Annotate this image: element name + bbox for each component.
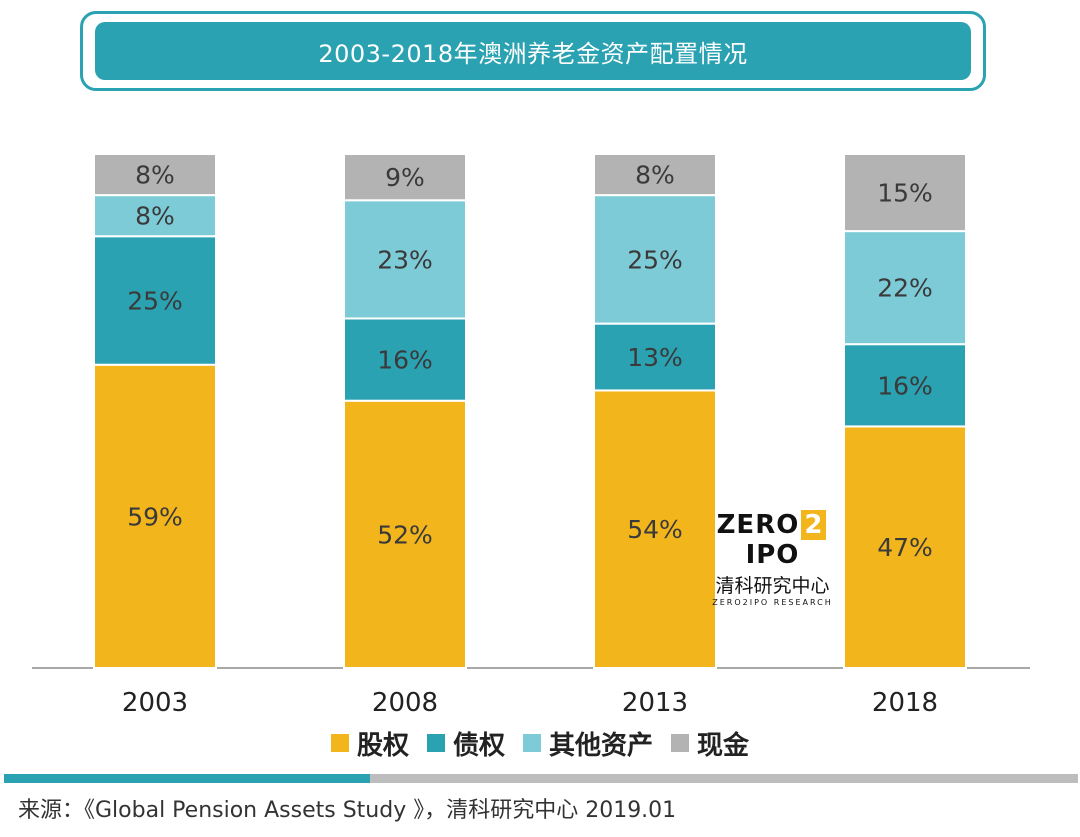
data-label-2018-1: 16% xyxy=(877,371,933,400)
data-label-2003-3: 8% xyxy=(135,161,175,190)
legend-item-equity: 股权 xyxy=(330,725,409,762)
legend-label-cash: 现金 xyxy=(697,730,750,761)
data-label-2008-0: 52% xyxy=(377,520,433,549)
data-label-2013-2: 25% xyxy=(627,245,683,274)
legend-item-cash: 现金 xyxy=(671,725,749,762)
bar-segment-2013-0 xyxy=(593,389,717,669)
bar-segment-2013-3 xyxy=(593,153,717,197)
legend-label-equity: 股权 xyxy=(356,730,409,761)
bar-segment-2003-1 xyxy=(93,235,217,366)
legend-swatch-cash xyxy=(671,734,690,752)
bar-segment-2013-2 xyxy=(593,194,717,325)
footer-divider xyxy=(4,774,1078,783)
data-label-2013-1: 13% xyxy=(627,343,683,372)
legend-item-debt: 债权 xyxy=(426,725,505,762)
logo-ipo: IPO xyxy=(745,540,800,570)
title-frame: 2003-2018年澳洲养老金资产配置情况 xyxy=(80,11,986,91)
logo-two: 2 xyxy=(801,510,827,540)
data-label-2003-0: 59% xyxy=(127,502,183,531)
x-tick-label-2008: 2008 xyxy=(372,688,438,718)
bar-segment-2003-2 xyxy=(93,194,217,238)
bar-segment-2018-1 xyxy=(843,343,967,428)
data-label-2018-0: 47% xyxy=(877,533,933,562)
data-label-2008-3: 9% xyxy=(385,163,425,192)
logo-zero: ZERO xyxy=(716,510,800,540)
bar-segment-2008-1 xyxy=(343,317,467,402)
data-label-2003-2: 8% xyxy=(135,202,175,231)
bar-segment-2008-3 xyxy=(343,153,467,202)
data-label-2008-1: 16% xyxy=(377,346,433,375)
logo-chinese-name: 清科研究中心 xyxy=(715,575,830,597)
source-note: 来源：《Global Pension Assets Study 》，清科研究中心… xyxy=(18,798,677,823)
logo-subtitle: ZERO2IPO RESEARCH xyxy=(712,598,833,607)
data-label-2018-2: 22% xyxy=(877,274,933,303)
chart-title: 2003-2018年澳洲养老金资产配置情况 xyxy=(95,22,971,80)
legend-item-other: 其他资产 xyxy=(523,725,653,762)
bar-segment-2008-0 xyxy=(343,399,467,669)
legend-swatch-equity xyxy=(330,734,349,752)
data-label-2018-3: 15% xyxy=(877,179,933,208)
data-label-2013-3: 8% xyxy=(635,161,675,190)
bar-segment-2003-3 xyxy=(93,153,217,197)
legend-label-debt: 债权 xyxy=(452,730,505,761)
data-label-2013-0: 54% xyxy=(627,515,683,544)
x-tick-label-2018: 2018 xyxy=(872,688,938,718)
stacked-bar-chart: 59% 25% 8% 8% 2003 52% 16% 23% 9% 2008 54% 13% 25% 8%… xyxy=(32,153,1030,718)
legend-swatch-debt xyxy=(426,734,445,752)
legend: 股权 债权 其他资产 现金 xyxy=(0,724,1080,762)
bar-segment-2013-1 xyxy=(593,322,717,392)
footer-divider-accent xyxy=(4,774,370,783)
bar-segment-2003-0 xyxy=(93,363,217,669)
data-label-2008-2: 23% xyxy=(377,245,433,274)
bar-segment-2018-3 xyxy=(843,153,967,233)
bar-segment-2008-2 xyxy=(343,199,467,320)
legend-swatch-other xyxy=(523,734,541,752)
data-label-2003-1: 25% xyxy=(127,286,183,315)
bar-segment-2018-2 xyxy=(843,230,967,346)
x-tick-label-2003: 2003 xyxy=(122,688,188,718)
bar-segment-2018-0 xyxy=(843,425,967,670)
logo-wordmark: ZERO 2IPO xyxy=(690,510,855,570)
legend-label-other: 其他资产 xyxy=(549,730,654,761)
x-tick-label-2013: 2013 xyxy=(622,688,688,718)
zero2ipo-logo: ZERO 2IPO 清科研究中心 ZERO2IPO RESEARCH xyxy=(690,510,855,607)
